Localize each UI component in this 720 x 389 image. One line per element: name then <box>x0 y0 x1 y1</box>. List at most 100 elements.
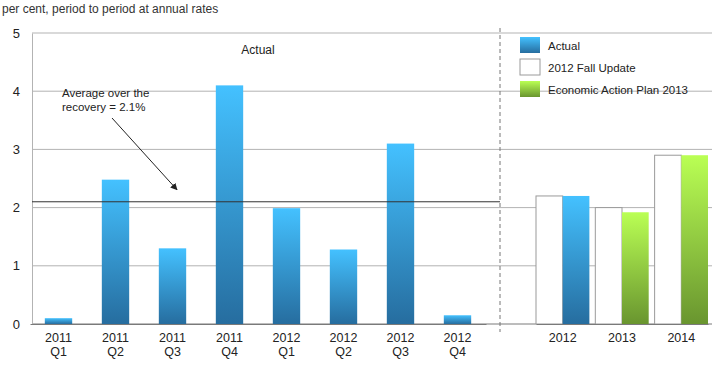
y-axis: 0 1 2 3 4 5 <box>13 26 33 332</box>
bar <box>563 196 590 324</box>
x-tick-label: 2011Q1 <box>45 331 72 359</box>
legend-entry: Economic Action Plan 2013 <box>520 81 688 97</box>
bar <box>159 248 186 324</box>
y-tick-label: 2 <box>13 200 20 215</box>
x-tick-label: 2012Q2 <box>330 331 358 359</box>
bar <box>444 315 471 324</box>
bar <box>273 208 300 324</box>
panel-separator <box>500 28 501 332</box>
x-tick-label: 2011Q3 <box>159 331 186 359</box>
legend-swatch <box>520 81 540 97</box>
x-tick: 2011Q4 <box>216 324 243 359</box>
x-tick-label-line: Q2 <box>107 345 124 359</box>
x-tick-label: 2013 <box>608 331 636 345</box>
x-tick-label-line: 2012 <box>549 331 577 345</box>
y-tick-label: 4 <box>13 84 20 99</box>
y-tick: 3 <box>13 142 32 157</box>
x-tick: 2012Q3 <box>387 324 415 359</box>
x-tick-label-line: 2011 <box>159 331 186 345</box>
bar <box>536 196 563 324</box>
x-tick-label-line: 2013 <box>608 331 636 345</box>
x-tick-label-line: 2012 <box>387 331 415 345</box>
x-tick-label-line: Q3 <box>164 345 181 359</box>
panel-title: Actual <box>241 43 274 57</box>
y-tick: 0 <box>13 317 32 332</box>
x-tick-label-line: Q4 <box>449 345 466 359</box>
legend-label: Actual <box>548 40 580 52</box>
x-tick: 2011Q3 <box>159 324 186 359</box>
x-tick: 2014 <box>667 324 695 345</box>
reference-line <box>32 201 500 202</box>
x-tick-label-line: 2012 <box>273 331 301 345</box>
reference-arrow <box>112 118 177 190</box>
y-tick: 4 <box>13 84 32 99</box>
bar <box>622 212 649 324</box>
x-tick-label-line: 2012 <box>330 331 358 345</box>
x-tick-label-line: Q2 <box>335 345 352 359</box>
x-axis: 2011Q12011Q22011Q32011Q42012Q12012Q22012… <box>31 324 487 359</box>
legend-entry: 2012 Fall Update <box>520 59 636 75</box>
x-tick-label-line: Q3 <box>392 345 409 359</box>
x-tick: 2012Q1 <box>273 324 301 359</box>
bar <box>45 318 72 324</box>
reference-line-label-line: Average over the <box>62 87 149 99</box>
bar <box>387 144 414 324</box>
grid-line <box>32 149 500 150</box>
x-tick-label: 2014 <box>667 331 695 345</box>
x-tick: 2012Q2 <box>330 324 358 359</box>
y-axis-title: per cent, period to period at annual rat… <box>2 2 218 16</box>
y-tick-label: 0 <box>13 317 20 332</box>
x-tick-label-line: 2011 <box>102 331 129 345</box>
grid <box>32 33 500 324</box>
x-tick: 2011Q2 <box>102 324 129 359</box>
y-tick: 2 <box>13 200 32 215</box>
x-tick-label-line: Q4 <box>221 345 238 359</box>
bar <box>681 155 708 324</box>
plot-area <box>536 155 708 324</box>
x-axis-line <box>31 324 487 325</box>
x-tick-label-line: 2011 <box>45 331 72 345</box>
x-tick-label: 2012Q4 <box>444 331 472 359</box>
bar <box>216 85 243 324</box>
x-axis-line <box>537 324 709 325</box>
grid-line <box>32 33 500 34</box>
x-tick-label-line: 2011 <box>216 331 243 345</box>
x-tick: 2013 <box>608 324 636 345</box>
legend-swatch <box>520 59 540 75</box>
x-tick-label-line: Q1 <box>278 345 295 359</box>
y-axis-line <box>32 34 33 325</box>
legend-label: Economic Action Plan 2013 <box>548 84 688 96</box>
reference-line-label-line: recovery = 2.1% <box>62 101 145 113</box>
x-tick-label-line: Q1 <box>50 345 67 359</box>
x-tick-label-line: 2012 <box>444 331 472 345</box>
y-tick: 1 <box>13 258 32 273</box>
legend-swatch <box>520 37 540 53</box>
x-tick-label: 2012Q1 <box>273 331 301 359</box>
y-tick-label: 1 <box>13 258 20 273</box>
x-axis: 2012 2013 2014 <box>537 324 709 345</box>
reference-line-label: Average over the recovery = 2.1% <box>62 87 149 113</box>
x-tick-label: 2012Q3 <box>387 331 415 359</box>
plot-area <box>32 85 500 324</box>
y-tick-label: 3 <box>13 142 20 157</box>
x-tick: 2012Q4 <box>444 324 472 359</box>
x-tick-label: 2011Q2 <box>102 331 129 359</box>
legend-label: 2012 Fall Update <box>548 62 636 74</box>
grid-line <box>500 33 712 34</box>
x-tick: 2011Q1 <box>45 324 72 359</box>
chart-container: 0123452011Q12011Q22011Q32011Q42012Q12012… <box>0 0 720 389</box>
y-tick: 5 <box>13 26 32 41</box>
chart-panel: 0123452011Q12011Q22011Q32011Q42012Q12012… <box>2 2 500 359</box>
bar <box>595 208 622 324</box>
x-tick-label: 2012 <box>549 331 577 345</box>
bar <box>330 250 357 324</box>
x-tick-label: 2011Q4 <box>216 331 243 359</box>
y-tick-label: 5 <box>13 26 20 41</box>
legend-entry: Actual <box>520 37 580 53</box>
x-tick: 2012 <box>549 324 577 345</box>
chart-panel: 2012 2013 2014 Actual 2012 Fall Update Econom… <box>500 33 712 345</box>
grid-line <box>500 149 712 150</box>
bar <box>655 155 682 324</box>
legend: Actual 2012 Fall Update Economic Action Pl… <box>520 37 688 97</box>
grid <box>500 33 712 324</box>
